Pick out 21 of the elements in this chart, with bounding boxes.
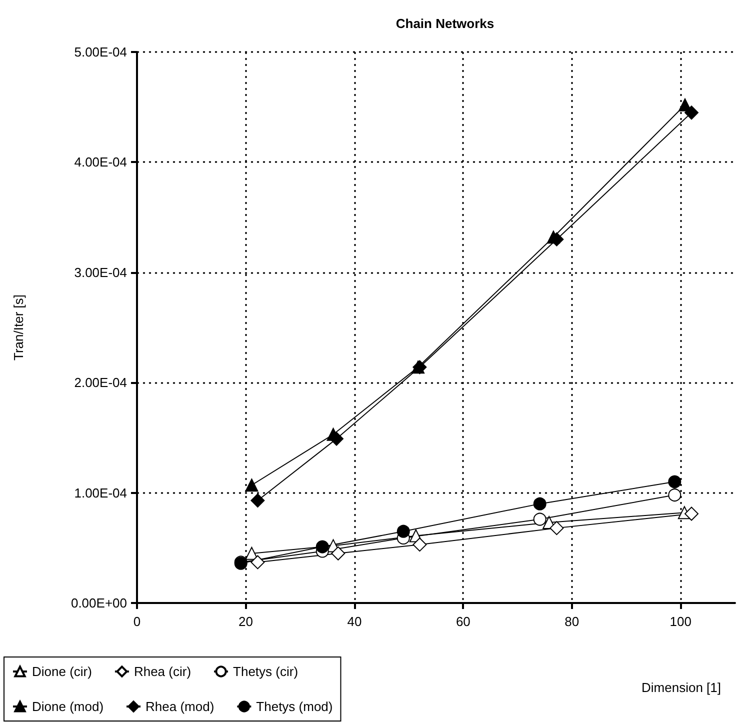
x-tick-label: 0 (133, 614, 141, 629)
legend-label: Rhea (mod) (146, 699, 214, 714)
y-tick-label: 2.00E-04 (74, 375, 127, 390)
x-tick-label: 40 (347, 614, 362, 629)
x-tick-label: 20 (238, 614, 253, 629)
y-tick-label: 3.00E-04 (74, 264, 127, 280)
legend-label: Rhea (cir) (134, 664, 192, 679)
legend-label: Dione (cir) (32, 664, 92, 679)
y-tick-label: 5.00E-04 (74, 44, 127, 60)
legend-label: Thetys (cir) (233, 664, 298, 679)
y-tick-label: 1.00E-04 (74, 485, 127, 500)
x-tick-label: 100 (670, 614, 692, 629)
x-tick-label: 80 (564, 614, 580, 629)
chart-title: Chain Networks (396, 16, 494, 31)
x-axis-title: Dimension [1] (642, 680, 722, 695)
legend-label: Thetys (mod) (256, 699, 333, 714)
x-tick-label: 60 (456, 614, 470, 629)
y-tick-label: 4.00E-04 (74, 154, 127, 170)
y-tick-label: 0.00E+00 (70, 596, 127, 610)
y-axis-title: Tran/Iter [s] (11, 294, 26, 360)
legend-label: Dione (mod) (32, 699, 104, 714)
